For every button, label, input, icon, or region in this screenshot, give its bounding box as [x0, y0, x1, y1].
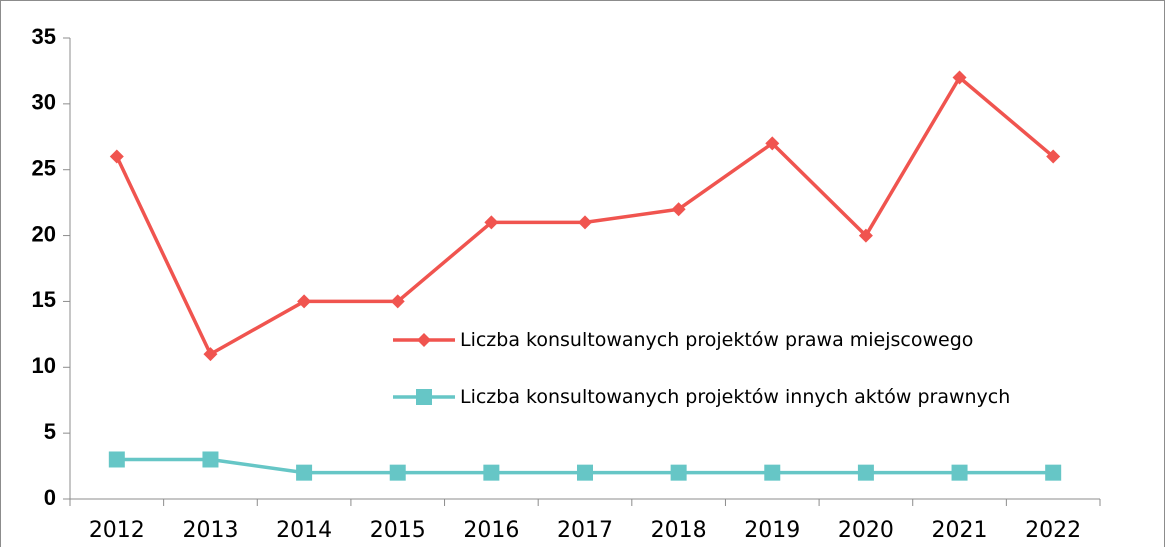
x-tick-label: 2018 — [651, 518, 707, 543]
legend-label: Liczba konsultowanych projektów innych a… — [460, 386, 1011, 408]
point — [483, 464, 500, 481]
y-tick-label: 20 — [32, 221, 56, 246]
point — [109, 149, 124, 164]
y-tick-label: 30 — [32, 90, 56, 115]
x-tick-label: 2019 — [744, 518, 800, 543]
point — [297, 294, 312, 309]
x-tick-label: 2016 — [463, 518, 519, 543]
y-tick-label: 10 — [32, 353, 56, 378]
point — [578, 215, 592, 230]
point — [484, 215, 499, 230]
x-tick-label: 2021 — [932, 518, 988, 543]
y-tick-label: 0 — [44, 485, 56, 510]
point — [577, 464, 593, 481]
x-tick-label: 2013 — [182, 518, 238, 543]
y-tick-label: 25 — [32, 156, 56, 181]
point — [670, 464, 687, 481]
x-tick-label: 2022 — [1025, 518, 1081, 543]
x-tick-label: 2014 — [276, 518, 332, 543]
point — [1045, 464, 1062, 481]
point — [671, 202, 686, 217]
point — [389, 464, 406, 481]
legend-swatch-marker — [416, 389, 432, 405]
point — [857, 464, 874, 481]
point — [296, 464, 313, 481]
point — [765, 136, 780, 151]
point — [858, 228, 873, 243]
point — [108, 451, 125, 468]
point — [390, 294, 405, 309]
y-tick-label: 35 — [32, 24, 56, 49]
point — [203, 347, 218, 362]
point — [202, 451, 219, 468]
x-tick-label: 2012 — [89, 518, 145, 543]
x-tick-label: 2017 — [557, 518, 613, 543]
legend-label: Liczba konsultowanych projektów prawa mi… — [460, 329, 974, 351]
point — [764, 464, 781, 481]
point — [1046, 149, 1061, 164]
point — [951, 464, 968, 481]
x-tick-label: 2020 — [838, 518, 894, 543]
legend-swatch-marker — [417, 333, 431, 347]
point — [952, 70, 967, 85]
y-tick-label: 5 — [44, 419, 56, 444]
y-tick-label: 15 — [32, 287, 56, 312]
x-tick-label: 2015 — [370, 518, 426, 543]
